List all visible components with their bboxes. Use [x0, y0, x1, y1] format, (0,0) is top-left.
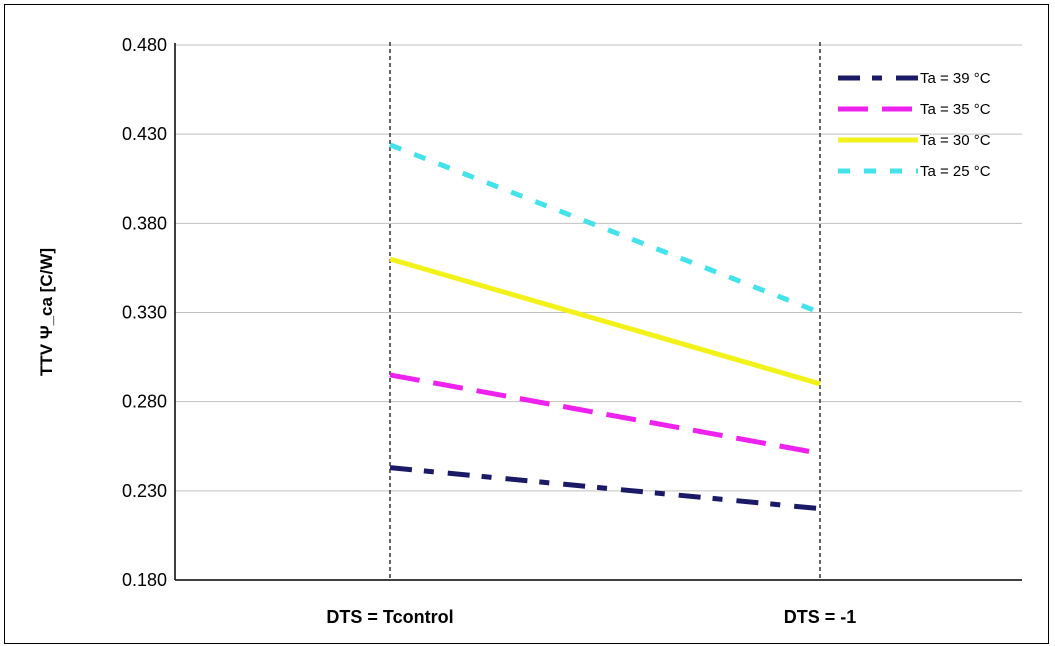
y-tick-label: 0.280 — [122, 392, 167, 412]
series-line-2 — [389, 372, 821, 456]
y-tick-labels: 0.480 0.430 0.380 0.330 0.280 0.230 0.180 — [122, 35, 167, 590]
legend-label: Ta = 35 °C — [920, 101, 991, 118]
legend-label: Ta = 25 °C — [920, 163, 991, 180]
x-tick-labels: DTS = Tcontrol DTS = -1 — [326, 607, 856, 627]
y-tick-label: 0.430 — [122, 124, 167, 144]
category-reference-lines — [389, 42, 821, 580]
series-line-1 — [389, 465, 821, 512]
legend-label: Ta = 39 °C — [920, 70, 991, 87]
y-tick-label: 0.380 — [122, 213, 167, 233]
chart-frame — [4, 4, 1049, 644]
series-group — [389, 142, 821, 512]
y-tick-label: 0.230 — [122, 481, 167, 501]
x-tick-label: DTS = Tcontrol — [326, 607, 453, 627]
axes — [174, 43, 1022, 581]
gridlines — [175, 44, 1022, 492]
y-tick-label: 0.330 — [122, 303, 167, 323]
y-axis-label: TTV Ψ_ca [C/W] — [37, 248, 56, 376]
legend: Ta = 39 °C Ta = 35 °C Ta = 30 °C Ta = 25 °C — [838, 70, 991, 180]
series-line-3 — [389, 256, 821, 387]
series-line-4 — [389, 142, 821, 315]
x-tick-label: DTS = -1 — [784, 607, 857, 627]
legend-label: Ta = 30 °C — [920, 132, 991, 149]
y-tick-label: 0.180 — [122, 570, 167, 590]
y-tick-label: 0.480 — [122, 35, 167, 55]
